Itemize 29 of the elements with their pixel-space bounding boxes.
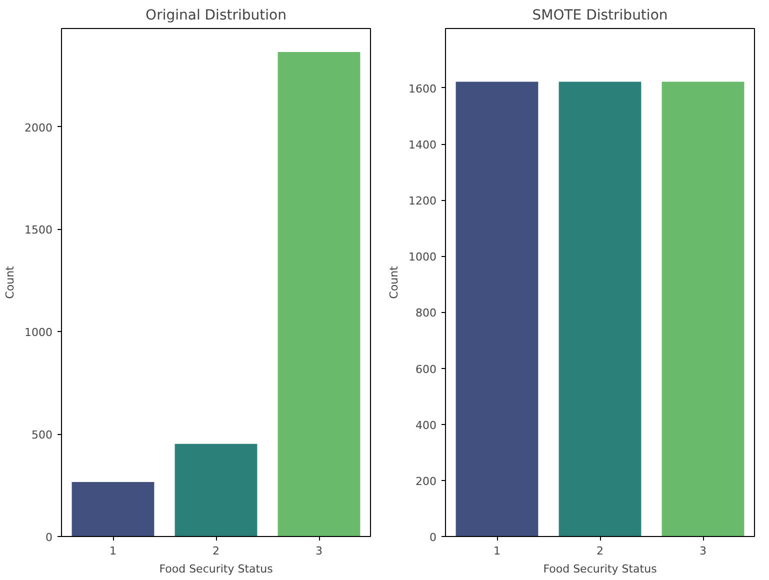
bar xyxy=(174,444,258,536)
y-tick-label: 1400 xyxy=(408,138,437,152)
y-tick-label: 600 xyxy=(416,362,437,376)
x-tick-label: 1 xyxy=(110,544,116,558)
y-axis-title: Count xyxy=(4,265,17,299)
x-tick-label: 2 xyxy=(596,544,604,558)
x-tick-label: 2 xyxy=(212,544,220,558)
y-tick-label: 1500 xyxy=(24,224,53,237)
chart-title: SMOTE Distribution xyxy=(532,8,668,24)
bar xyxy=(72,482,154,536)
y-tick-label: 800 xyxy=(416,306,437,320)
x-axis-title: Food Security Status xyxy=(159,562,274,576)
y-tick-label: 1200 xyxy=(408,194,437,208)
y-tick-label: 1000 xyxy=(24,326,53,340)
bar xyxy=(278,52,360,536)
y-tick-label: 0 xyxy=(46,531,52,544)
chart-title: Original Distribution xyxy=(146,8,286,24)
y-axis-title: Count xyxy=(388,265,401,299)
x-tick-label: 3 xyxy=(700,544,706,558)
y-tick-label: 1600 xyxy=(408,82,437,96)
y-tick-label: 200 xyxy=(416,474,437,488)
x-tick-label: 1 xyxy=(494,544,500,558)
y-tick-label: 1000 xyxy=(408,250,437,264)
y-tick-label: 500 xyxy=(32,428,53,442)
x-tick-label: 3 xyxy=(316,544,322,558)
y-tick-label: 2000 xyxy=(24,121,53,134)
y-tick-label: 400 xyxy=(416,418,437,432)
y-tick-label: 0 xyxy=(430,531,436,544)
x-axis-title: Food Security Status xyxy=(543,562,658,576)
